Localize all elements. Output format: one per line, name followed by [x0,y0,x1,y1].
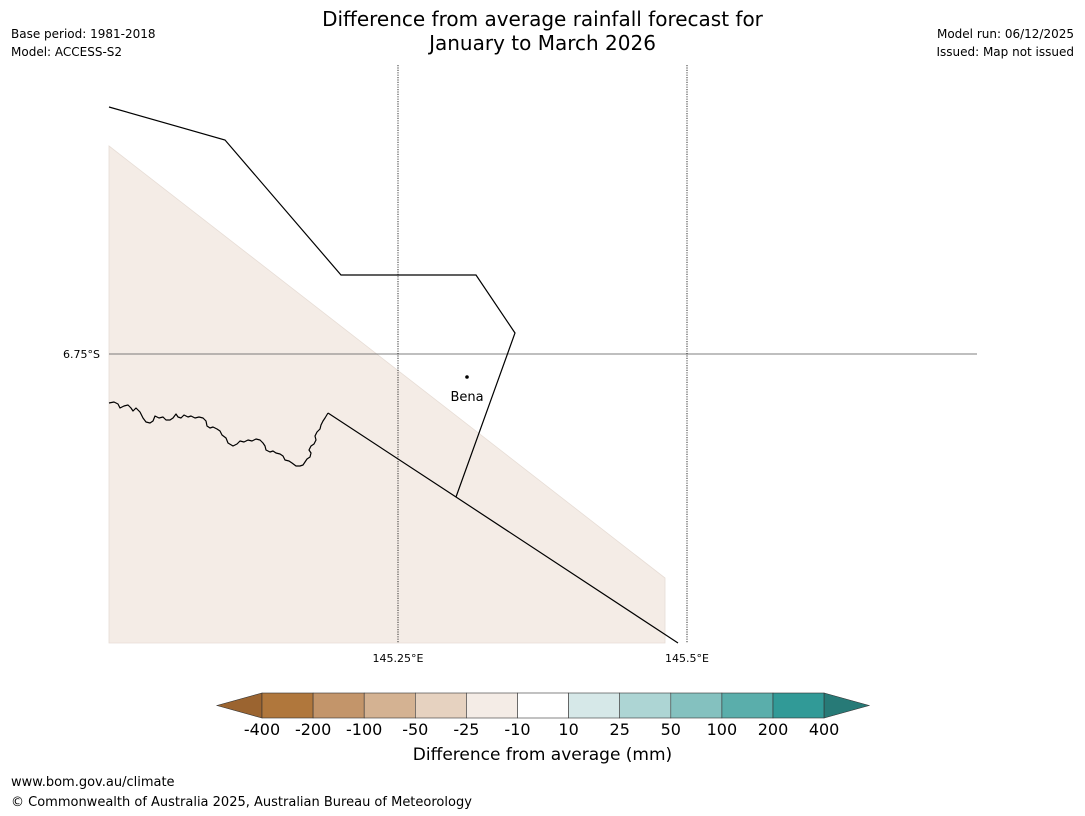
colorbar-swatch [517,692,569,719]
colorbar-swatch [414,692,467,719]
colorbar-arrow-low [215,692,263,719]
colorbar-tick-label: 200 [757,720,789,739]
colorbar-swatch [772,692,825,719]
meta-right: Model run: 06/12/2025 Issued: Map not is… [936,25,1074,61]
shaded-region [108,145,666,644]
longitude-label-2: 145.5°E [665,652,709,665]
title-line-2: January to March 2026 [429,31,656,55]
longitude-label-1: 145.25°E [373,652,424,665]
province-boundary [327,412,679,644]
colorbar-tick-label: 400 [808,720,840,739]
colorbar-tick-label: -100 [346,720,383,739]
latitude-label: 6.75°S [63,348,100,361]
colorbar-tick-label: -400 [243,720,281,739]
map-title: Difference from average rainfall forecas… [0,7,1085,55]
colorbar-swatch [721,692,774,719]
colorbar-tick-label: 25 [609,720,630,739]
colorbar-title: Difference from average (mm) [412,745,673,765]
town-label: Bena [450,390,483,405]
river-boundary [108,401,329,467]
colorbar-swatch [261,692,314,719]
colorbar-swatch [568,692,620,719]
colorbar-swatch [670,692,723,719]
colorbar-tick-label: 10 [558,720,579,739]
colorbar-tick-label: 100 [706,720,738,739]
colorbar-tick-label: -25 [453,720,480,739]
title-line-1: Difference from average rainfall forecas… [322,7,763,31]
colorbar-arrow-high [823,692,871,719]
colorbar-swatch [466,692,518,719]
colorbar-tick-label: -200 [294,720,332,739]
colorbar-swatch [363,692,416,719]
colorbar-tick-label: -50 [402,720,429,739]
issued-date: Issued: Map not issued [936,45,1074,59]
colorbar-swatch [312,692,365,719]
colorbar-tick-label: 50 [660,720,681,739]
district-boundary [108,106,516,498]
footer-url[interactable]: www.bom.gov.au/climate [11,775,175,790]
base-period: Base period: 1981-2018 [11,27,156,41]
model-name: Model: ACCESS-S2 [11,45,123,59]
colorbar-swatch [619,692,672,719]
model-run: Model run: 06/12/2025 [936,27,1074,41]
colorbar-tick-label: -10 [504,720,531,739]
colorbar [215,692,871,719]
meta-left: Base period: 1981-2018 Model: ACCESS-S2 [11,25,156,61]
footer-copyright: © Commonwealth of Australia 2025, Austra… [11,795,472,810]
town-marker [465,375,469,379]
